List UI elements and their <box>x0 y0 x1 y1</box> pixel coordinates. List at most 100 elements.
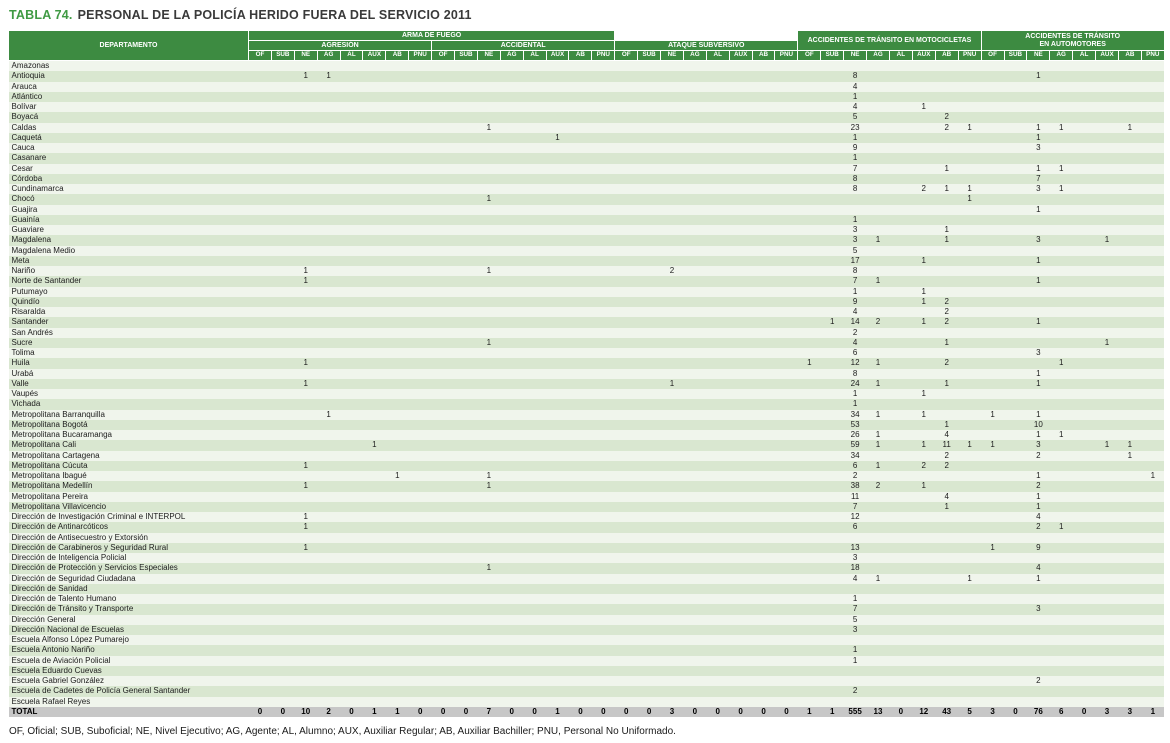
value-cell <box>729 112 752 122</box>
value-cell <box>1073 553 1096 563</box>
value-cell <box>455 307 478 317</box>
value-cell: 34 <box>850 450 860 460</box>
value-cell: 1 <box>1059 163 1064 173</box>
value-cell <box>935 266 958 276</box>
value-cell <box>249 194 272 204</box>
value-cell <box>569 635 592 645</box>
department-cell: Dirección de Talento Humano <box>11 594 117 603</box>
value-cell <box>706 143 729 153</box>
value-cell <box>752 471 775 481</box>
value-cell <box>867 71 890 81</box>
value-cell <box>569 461 592 471</box>
value-cell <box>683 379 706 389</box>
value-cell <box>981 205 1004 215</box>
value-cell <box>1073 410 1096 420</box>
value-cell <box>981 61 1004 72</box>
value-cell <box>1118 635 1141 645</box>
value-cell: 2 <box>1036 481 1041 491</box>
value-cell <box>729 266 752 276</box>
value-cell <box>775 266 798 276</box>
value-cell <box>523 430 546 440</box>
value-cell <box>775 164 798 174</box>
value-cell <box>500 174 523 184</box>
table-row: Dirección de Tránsito y Transporte 7 3 <box>8 604 1165 615</box>
value-cell <box>661 317 684 327</box>
value-cell <box>867 471 890 481</box>
value-cell <box>775 410 798 420</box>
value-cell <box>546 543 569 553</box>
value-cell <box>249 112 272 122</box>
value-cell <box>1096 635 1119 645</box>
value-cell <box>340 133 363 143</box>
value-cell <box>683 656 706 666</box>
value-cell <box>775 194 798 204</box>
value-cell <box>889 348 912 358</box>
value-cell <box>1118 71 1141 81</box>
value-cell <box>249 502 272 512</box>
value-cell <box>592 451 615 461</box>
value-cell <box>958 553 981 563</box>
value-cell <box>409 358 432 368</box>
value-cell <box>752 112 775 122</box>
value-cell <box>409 174 432 184</box>
value-cell <box>1050 143 1073 153</box>
value-cell <box>546 481 569 491</box>
value-cell: 1 <box>303 378 308 388</box>
value-cell <box>546 604 569 614</box>
value-cell <box>935 102 958 112</box>
value-cell <box>386 635 409 645</box>
value-cell <box>706 563 729 573</box>
value-cell <box>1004 563 1027 573</box>
value-cell <box>706 645 729 655</box>
value-cell <box>1118 174 1141 184</box>
value-cell <box>935 82 958 92</box>
value-cell <box>1027 112 1050 122</box>
value-cell <box>386 492 409 502</box>
value-cell <box>386 266 409 276</box>
value-cell <box>958 420 981 430</box>
value-cell <box>546 440 569 450</box>
value-cell <box>615 553 638 563</box>
value-cell <box>821 553 844 563</box>
value-cell <box>1004 123 1027 133</box>
value-cell <box>340 256 363 266</box>
value-cell <box>798 348 821 358</box>
value-cell <box>889 502 912 512</box>
value-cell <box>844 194 867 204</box>
value-cell <box>1073 297 1096 307</box>
value-cell <box>935 656 958 666</box>
table-row: Guajira 1 <box>8 204 1165 215</box>
value-cell <box>386 481 409 491</box>
value-cell <box>615 440 638 450</box>
value-cell <box>386 615 409 625</box>
value-cell <box>271 451 294 461</box>
value-cell: 1 <box>303 358 308 368</box>
value-cell <box>455 399 478 409</box>
value-cell <box>638 389 661 399</box>
department-cell: Caldas <box>11 122 37 132</box>
value-cell <box>569 615 592 625</box>
value-cell <box>386 205 409 215</box>
value-cell <box>615 502 638 512</box>
value-cell <box>432 440 455 450</box>
value-cell <box>867 82 890 92</box>
value-cell <box>1027 338 1050 348</box>
rank-header-ab: AB <box>934 50 959 61</box>
value-cell: 4 <box>944 430 949 439</box>
value-cell <box>683 512 706 522</box>
value-cell <box>249 328 272 338</box>
value-cell <box>1141 338 1164 348</box>
value-cell <box>867 287 890 297</box>
value-cell <box>409 553 432 563</box>
value-cell <box>661 164 684 174</box>
value-cell <box>912 215 935 225</box>
value-cell <box>409 153 432 163</box>
value-cell: 3 <box>852 624 858 634</box>
value-cell <box>592 307 615 317</box>
value-cell <box>661 430 684 440</box>
value-cell <box>363 276 386 286</box>
value-cell <box>271 164 294 174</box>
value-cell <box>661 697 684 707</box>
table-row: Amazonas <box>8 60 1165 72</box>
value-cell <box>775 307 798 317</box>
